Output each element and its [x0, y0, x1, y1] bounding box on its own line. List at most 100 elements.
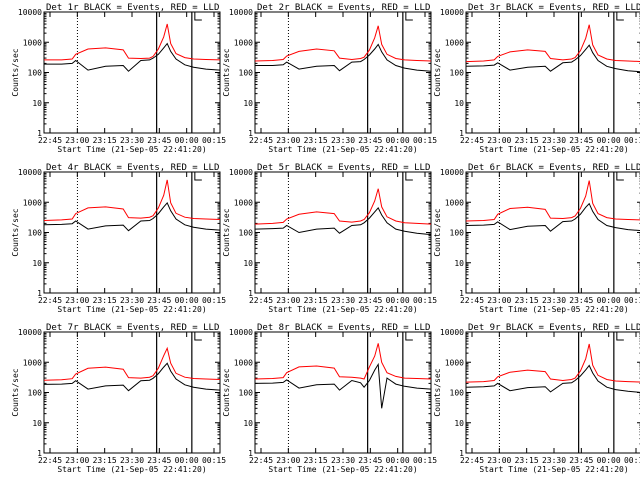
panel-det-9: Det 9r BLACK = Events, RED = LLD 1 10 100 10… [433, 323, 640, 474]
y-tick-label: 100 [28, 69, 43, 78]
events-series-line [465, 44, 640, 73]
panel-det-1: Det 1r BLACK = Events, RED = LLD 1 10 100 10… [11, 3, 226, 154]
lld-series-line [43, 346, 221, 381]
x-tick-label: 23:45 [358, 136, 382, 145]
lld-series-line [465, 180, 640, 222]
x-tick-label: 23:15 [93, 136, 117, 145]
y-tick-label: 10 [454, 99, 464, 108]
lld-series-line [44, 23, 221, 61]
y-axis-label: Counts/sec [433, 208, 442, 256]
x-tick-label: 22:45 [249, 296, 273, 305]
attenuator-marker [405, 172, 413, 181]
y-tick-label: 10000 [229, 328, 253, 337]
panel-title: Det 7r BLACK = Events, RED = LLD [46, 323, 219, 333]
x-tick-label: 23:00 [487, 456, 511, 465]
x-tick-label: 22:45 [249, 456, 273, 465]
y-axis-label: Counts/sec [11, 368, 20, 416]
y-tick-label: 100 [450, 389, 465, 398]
panel-title: Det 8r BLACK = Events, RED = LLD [257, 323, 430, 333]
y-tick-label: 1000 [234, 198, 253, 207]
events-series-line [43, 201, 221, 232]
y-axis-label: Counts/sec [11, 48, 20, 96]
events-series-line [43, 362, 221, 392]
x-tick-label: 00:00 [597, 296, 621, 305]
x-tick-label: 22:45 [38, 456, 62, 465]
x-tick-label: 00:00 [175, 296, 199, 305]
x-tick-label: 23:00 [276, 296, 300, 305]
attenuator-marker [194, 332, 202, 341]
y-tick-label: 1000 [234, 38, 253, 47]
panel-title: Det 9r BLACK = Events, RED = LLD [468, 323, 640, 333]
x-tick-label: 23:00 [487, 296, 511, 305]
x-tick-label: 23:30 [331, 296, 355, 305]
y-tick-label: 10000 [18, 168, 42, 177]
x-axis-label: Start Time (21-Sep-05 22:41:20) [57, 465, 206, 474]
x-tick-label: 23:15 [304, 296, 328, 305]
y-tick-label: 1000 [445, 38, 464, 47]
events-series-line [465, 364, 640, 393]
plot-frame [254, 11, 432, 134]
attenuator-marker [405, 332, 413, 341]
x-tick-label: 00:15 [202, 296, 226, 305]
x-tick-label: 00:00 [175, 136, 199, 145]
x-tick-label: 23:45 [569, 456, 593, 465]
x-axis-label: Start Time (21-Sep-05 22:41:20) [57, 145, 206, 154]
y-axis-label: Counts/sec [433, 48, 442, 96]
y-tick-label: 1 [459, 289, 464, 298]
x-tick-label: 23:30 [331, 136, 355, 145]
y-tick-label: 1 [459, 129, 464, 138]
y-tick-label: 1000 [23, 38, 42, 47]
y-tick-label: 1000 [23, 198, 42, 207]
x-tick-label: 23:45 [569, 136, 593, 145]
x-axis-label: Start Time (21-Sep-05 22:41:20) [268, 465, 417, 474]
x-axis-label: Start Time (21-Sep-05 22:41:20) [479, 465, 628, 474]
plot-frame [43, 11, 221, 134]
lld-series-line [43, 179, 221, 221]
x-tick-label: 22:45 [460, 296, 484, 305]
x-axis-label: Start Time (21-Sep-05 22:41:20) [268, 305, 417, 314]
x-tick-label: 00:00 [597, 136, 621, 145]
y-tick-label: 1000 [234, 358, 253, 367]
x-tick-label: 00:15 [624, 296, 640, 305]
x-tick-label: 00:00 [386, 456, 410, 465]
lld-series-line [465, 343, 640, 383]
x-tick-label: 00:15 [413, 296, 437, 305]
y-tick-label: 10 [454, 419, 464, 428]
y-tick-label: 100 [450, 229, 465, 238]
x-tick-label: 23:30 [542, 296, 566, 305]
y-tick-label: 1 [37, 129, 42, 138]
x-tick-label: 00:15 [624, 456, 640, 465]
y-tick-label: 1 [248, 129, 253, 138]
x-tick-label: 23:00 [65, 456, 89, 465]
x-tick-label: 23:15 [304, 136, 328, 145]
x-tick-label: 00:00 [597, 456, 621, 465]
x-tick-label: 22:45 [460, 456, 484, 465]
events-series-line [44, 42, 221, 72]
events-series-line [465, 202, 640, 232]
x-axis-label: Start Time (21-Sep-05 22:41:20) [57, 305, 206, 314]
lld-series-line [254, 188, 432, 225]
events-series-line [254, 362, 432, 409]
panel-det-7: Det 7r BLACK = Events, RED = LLD 1 10 100 10… [11, 323, 226, 474]
x-tick-label: 00:15 [624, 136, 640, 145]
y-tick-label: 100 [239, 69, 254, 78]
y-tick-label: 100 [450, 69, 465, 78]
panel-det-6: Det 6r BLACK = Events, RED = LLD 1 10 100 10… [433, 163, 640, 314]
events-series-line [255, 43, 432, 72]
y-tick-label: 100 [28, 389, 43, 398]
y-tick-label: 100 [239, 229, 254, 238]
x-tick-label: 00:00 [175, 456, 199, 465]
y-tick-label: 10000 [18, 328, 42, 337]
attenuator-marker [616, 172, 624, 181]
x-tick-label: 00:00 [386, 136, 410, 145]
panel-title: Det 6r BLACK = Events, RED = LLD [468, 163, 640, 173]
plot-frame [254, 171, 432, 294]
panel-title: Det 1r BLACK = Events, RED = LLD [46, 3, 219, 13]
panel-det-4: Det 4r BLACK = Events, RED = LLD 1 10 100 10… [11, 163, 226, 314]
panel-title: Det 2r BLACK = Events, RED = LLD [257, 3, 430, 13]
x-tick-label: 22:45 [38, 296, 62, 305]
y-tick-label: 1 [248, 449, 253, 458]
y-tick-label: 1000 [445, 198, 464, 207]
plot-frame [43, 171, 221, 294]
x-tick-label: 23:15 [93, 456, 117, 465]
